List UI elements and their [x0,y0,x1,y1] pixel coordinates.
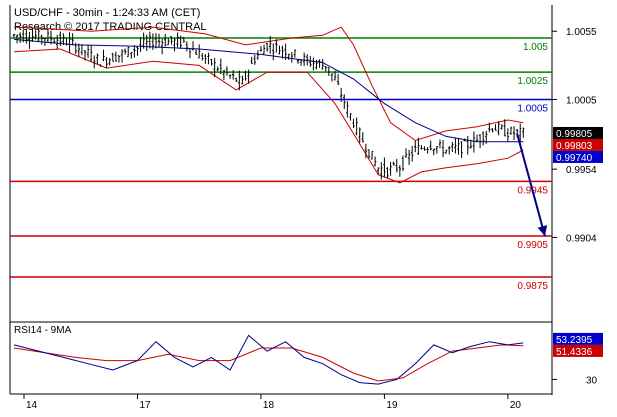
bollinger-lower-line [13,48,524,184]
price-tag-blue-box [553,150,603,163]
rsi-tag-blue-label: 53.2395 [556,335,593,346]
x-tick-label-20: 20 [510,400,522,411]
y-tick-label-0.9904: 0.9904 [566,233,597,244]
y-tick-label-0.9954: 0.9954 [566,165,597,176]
forecast-arrow-head [537,225,548,237]
rsi-layer [13,334,524,385]
x-tick-label-18: 18 [263,400,275,411]
level-label-1.0025: 1.0025 [517,76,548,87]
chart-header-credit: Research © 2017 TRADING CENTRAL [14,21,207,33]
y-tick-label-1.0055: 1.0055 [566,27,597,38]
level-label-0.9905: 0.9905 [517,240,548,251]
time-axis: 14 17 18 19 20 [23,394,522,411]
price-tag-black-label: 0.99805 [556,129,593,140]
price-tag-black-box [553,126,603,139]
rsi-tag-red-label: 51.4336 [556,347,593,358]
rsi-panel-title: RSI14 - 9MA [14,325,72,336]
rsi-ma-line [13,344,524,382]
level-label-1.0005: 1.0005 [517,103,548,114]
x-tick-label-14: 14 [26,400,38,411]
price-tag-red-label: 0.99803 [556,141,593,152]
indicator-layer [13,26,524,184]
rsi-line [13,334,524,385]
price-tag-red-box [553,138,603,151]
bollinger-upper-line [13,26,524,142]
price-axis: 1.0055 1.0005 0.9954 0.9904 [552,27,597,244]
level-label-0.9875: 0.9875 [517,281,548,292]
forecast-layer [516,133,548,237]
rsi-tag-red-box [553,344,603,357]
candles-layer [12,27,525,180]
moving-average-line [13,38,524,143]
chart-header-title: USD/CHF - 30min - 1:24:33 AM (CET) [14,7,200,19]
x-tick-label-19: 19 [386,400,398,411]
rsi-tick-label-30: 30 [586,375,598,386]
forecast-arrow-shaft [516,133,546,237]
y-tick-label-1.0005: 1.0005 [566,95,597,106]
level-label-1.005: 1.005 [523,42,548,53]
rsi-tag-blue-box [553,332,603,345]
price-tag-blue-label: 0.99740 [556,153,593,164]
x-tick-label-17: 17 [139,400,151,411]
